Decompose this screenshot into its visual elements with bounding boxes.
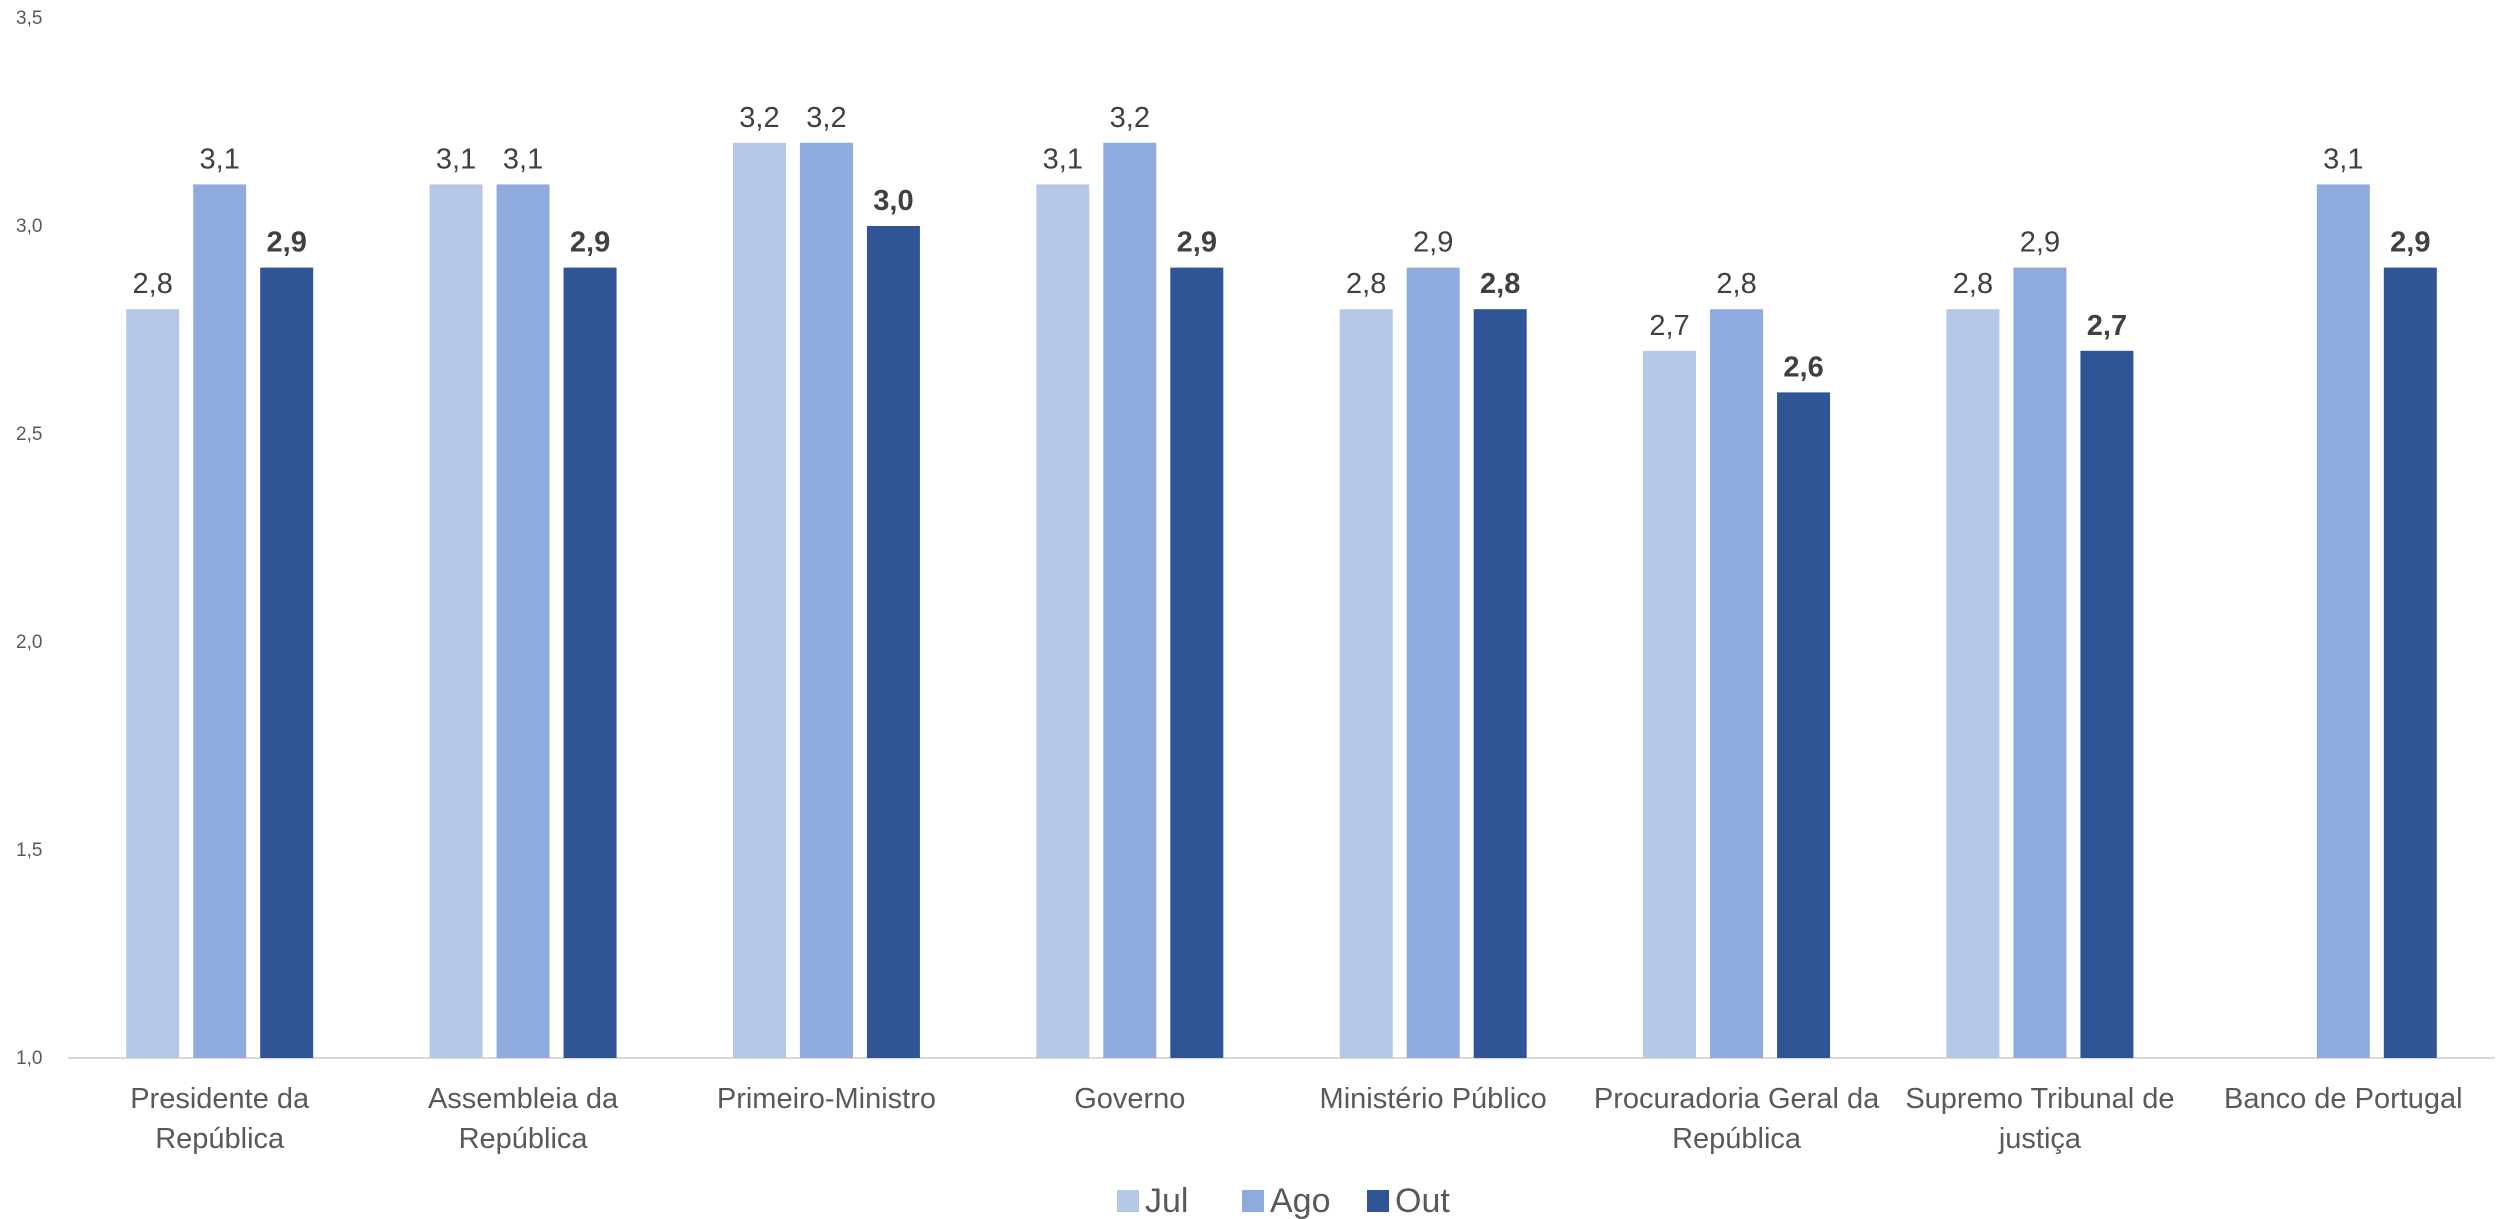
y-tick-label: 1,5	[16, 840, 42, 861]
category-label: Governo	[1074, 1083, 1185, 1115]
legend-label-ago: Ago	[1270, 1182, 1331, 1219]
bar-groups	[126, 142, 2437, 1059]
category-label: Procuradoria Geral da República	[1594, 1083, 1880, 1155]
data-label-out: 2,9	[2390, 227, 2430, 259]
bar-jul	[1946, 309, 2000, 1058]
data-label-ago: 2,9	[2020, 227, 2060, 259]
category-label: Supremo Tribunal de justiça	[1905, 1083, 2174, 1155]
data-label-ago: 3,2	[1110, 102, 1150, 134]
bar-ago	[799, 142, 853, 1059]
bar-out	[260, 267, 314, 1059]
category-label-line: Governo	[1074, 1083, 1185, 1115]
category-label-line: justiça	[1998, 1123, 2082, 1155]
data-label-jul: 2,8	[133, 268, 173, 300]
data-label-out: 2,9	[1177, 227, 1217, 259]
legend: Jul Ago Out	[1117, 1182, 1450, 1219]
category-label: Ministério Público	[1320, 1083, 1547, 1115]
data-label-out: 2,8	[1480, 268, 1520, 300]
category-label: Assembleia da República	[428, 1083, 619, 1155]
y-tick-label: 1,0	[16, 1048, 42, 1069]
bar-ago	[496, 184, 550, 1058]
category-label-line: Primeiro-Ministro	[717, 1083, 936, 1115]
y-tick-label: 2,0	[16, 632, 42, 653]
legend-swatch-out	[1367, 1190, 1389, 1212]
data-label-out: 2,9	[267, 227, 307, 259]
legend-swatch-ago	[1242, 1190, 1264, 1212]
category-labels: Presidente da República Assembleia da Repúb…	[130, 1083, 2462, 1155]
data-label-out: 2,9	[570, 227, 610, 259]
category-label-line: Procuradoria Geral da	[1594, 1083, 1880, 1115]
data-label-jul: 3,2	[739, 102, 779, 134]
bar-ago	[1103, 142, 1157, 1059]
data-label-jul: 3,1	[1043, 143, 1083, 175]
category-label-line: República	[1672, 1123, 1802, 1155]
y-tick-label: 3,0	[16, 216, 42, 237]
legend-label-jul: Jul	[1145, 1182, 1188, 1219]
data-label-out: 2,6	[1783, 351, 1823, 383]
data-label-jul: 2,7	[1649, 310, 1689, 342]
bar-jul	[126, 309, 180, 1058]
category-label-line: República	[155, 1123, 285, 1155]
bar-out	[2383, 267, 2437, 1059]
bar-jul	[1643, 350, 1697, 1058]
data-label-jul: 3,1	[436, 143, 476, 175]
category-label-line: República	[459, 1123, 589, 1155]
bar-out	[1777, 392, 1831, 1058]
bar-ago	[193, 184, 247, 1058]
data-label-ago: 3,1	[200, 143, 240, 175]
bar-out	[563, 267, 617, 1059]
data-label-ago: 3,1	[2323, 143, 2363, 175]
category-label: Primeiro-Ministro	[717, 1083, 936, 1115]
data-label-jul: 2,8	[1953, 268, 1993, 300]
legend-swatch-jul	[1117, 1190, 1139, 1212]
bar-out	[1473, 309, 1527, 1058]
data-label-ago: 2,9	[1413, 227, 1453, 259]
category-label-line: Banco de Portugal	[2224, 1083, 2463, 1115]
bar-jul	[1036, 184, 1090, 1058]
data-label-ago: 2,8	[1716, 268, 1756, 300]
y-axis-ticks: 1,0 1,5 2,0 2,5 3,0 3,5	[16, 8, 42, 1069]
data-label-ago: 3,1	[503, 143, 543, 175]
legend-label-out: Out	[1395, 1182, 1450, 1219]
bar-out	[866, 226, 920, 1058]
bar-ago	[2013, 267, 2067, 1059]
category-label-line: Ministério Público	[1320, 1083, 1547, 1115]
category-label: Banco de Portugal	[2224, 1083, 2463, 1115]
data-label-jul: 2,8	[1346, 268, 1386, 300]
bar-jul	[732, 142, 786, 1059]
bar-out	[1170, 267, 1224, 1059]
category-label-line: Assembleia da	[428, 1083, 619, 1115]
bar-out	[2080, 350, 2134, 1058]
category-label-line: Supremo Tribunal de	[1905, 1083, 2174, 1115]
bar-ago	[2316, 184, 2370, 1058]
category-label-line: Presidente da	[130, 1083, 310, 1115]
category-label: Presidente da República	[130, 1083, 310, 1155]
bar-jul	[429, 184, 483, 1058]
bar-ago	[1710, 309, 1764, 1058]
data-labels: 2,8 3,1 2,9 3,1 3,1 2,9 3,2 3,2 3,0 3,1 3,2 2,9 2,8 2…	[133, 102, 2431, 384]
bar-jul	[1339, 309, 1393, 1058]
y-tick-label: 3,5	[16, 8, 42, 29]
bar-ago	[1406, 267, 1460, 1059]
data-label-out: 2,7	[2087, 310, 2127, 342]
data-label-out: 3,0	[873, 185, 913, 217]
y-tick-label: 2,5	[16, 424, 42, 445]
data-label-ago: 3,2	[806, 102, 846, 134]
